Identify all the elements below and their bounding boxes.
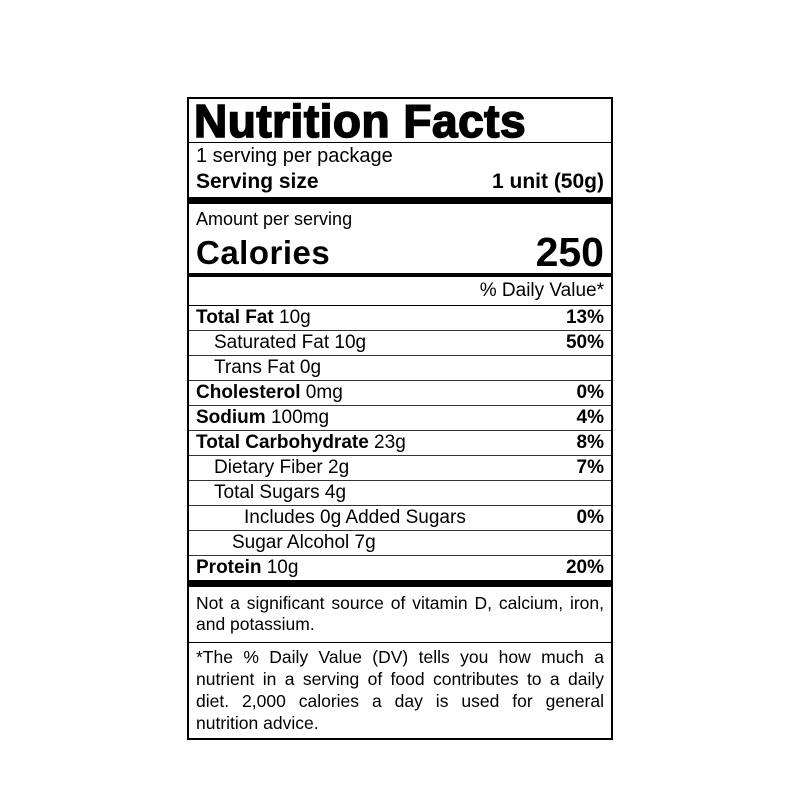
medium-separator-bar bbox=[189, 273, 611, 277]
nutrient-row: Total Sugars 4g bbox=[189, 481, 611, 506]
divider bbox=[189, 642, 611, 643]
serving-size-label: Serving size bbox=[196, 170, 319, 193]
daily-value-percent: 8% bbox=[576, 432, 604, 453]
nutrient-name: Protein 10g bbox=[196, 557, 299, 578]
daily-value-percent: 13% bbox=[565, 307, 604, 328]
nutrient-name: Cholesterol 0mg bbox=[196, 382, 343, 403]
nutrient-row: Saturated Fat 10g 50% bbox=[189, 331, 611, 356]
calories-value: 250 bbox=[535, 229, 604, 275]
nutrient-row: Total Fat 10g 13% bbox=[189, 306, 611, 331]
nutrition-facts-label: Nutrition Facts 1 serving per package Se… bbox=[187, 97, 613, 740]
thick-separator-bar bbox=[189, 197, 611, 204]
nutrient-row: Dietary Fiber 2g 7% bbox=[189, 456, 611, 481]
not-significant-note: Not a significant source of vitamin D, c… bbox=[196, 593, 604, 634]
label-title: Nutrition Facts bbox=[193, 95, 527, 147]
serving-size-value: 1 unit (50g) bbox=[491, 170, 604, 193]
divider bbox=[189, 142, 611, 143]
daily-value-footnote: *The % Daily Value (DV) tells you how mu… bbox=[196, 647, 604, 733]
nutrient-row: Total Carbohydrate 23g 8% bbox=[189, 431, 611, 456]
daily-value-percent: 7% bbox=[576, 457, 604, 478]
serving-size-row: Serving size 1 unit (50g) bbox=[189, 168, 611, 197]
nutrient-name: Total Fat 10g bbox=[196, 307, 311, 328]
daily-value-percent: 0% bbox=[576, 382, 604, 403]
nutrient-name: Sodium 100mg bbox=[196, 407, 330, 428]
nutrient-row: Trans Fat 0g bbox=[189, 356, 611, 381]
nutrient-name: Saturated Fat 10g bbox=[214, 332, 367, 353]
nutrient-row: Protein 10g 20% bbox=[189, 556, 611, 580]
nutrient-name: Includes 0g Added Sugars bbox=[244, 507, 466, 528]
calories-label: Calories bbox=[196, 234, 331, 271]
calories-row: Calories 250 bbox=[189, 230, 611, 273]
nutrient-name: Total Carbohydrate 23g bbox=[196, 432, 406, 453]
daily-value-percent: 0% bbox=[576, 507, 604, 528]
nutrient-name: Sugar Alcohol 7g bbox=[232, 532, 376, 553]
nutrient-name: Dietary Fiber 2g bbox=[214, 457, 350, 478]
thick-separator-bar bbox=[189, 580, 611, 587]
nutrient-name: Total Sugars 4g bbox=[214, 482, 347, 503]
nutrient-row: Cholesterol 0mg 0% bbox=[189, 381, 611, 406]
servings-per-container: 1 serving per package bbox=[196, 145, 393, 167]
daily-value-percent: 50% bbox=[565, 332, 604, 353]
nutrient-rows: Total Fat 10g 13% Saturated Fat 10g 50% Tran… bbox=[189, 306, 611, 580]
amount-per-serving-label: Amount per serving bbox=[196, 209, 353, 229]
nutrient-row: Sugar Alcohol 7g bbox=[189, 531, 611, 556]
nutrient-name: Trans Fat 0g bbox=[214, 357, 322, 378]
daily-value-header: % Daily Value* bbox=[189, 277, 611, 306]
nutrient-row: Includes 0g Added Sugars 0% bbox=[189, 506, 611, 531]
daily-value-percent: 20% bbox=[565, 557, 604, 578]
nutrient-row: Sodium 100mg 4% bbox=[189, 406, 611, 431]
daily-value-percent: 4% bbox=[576, 407, 604, 428]
